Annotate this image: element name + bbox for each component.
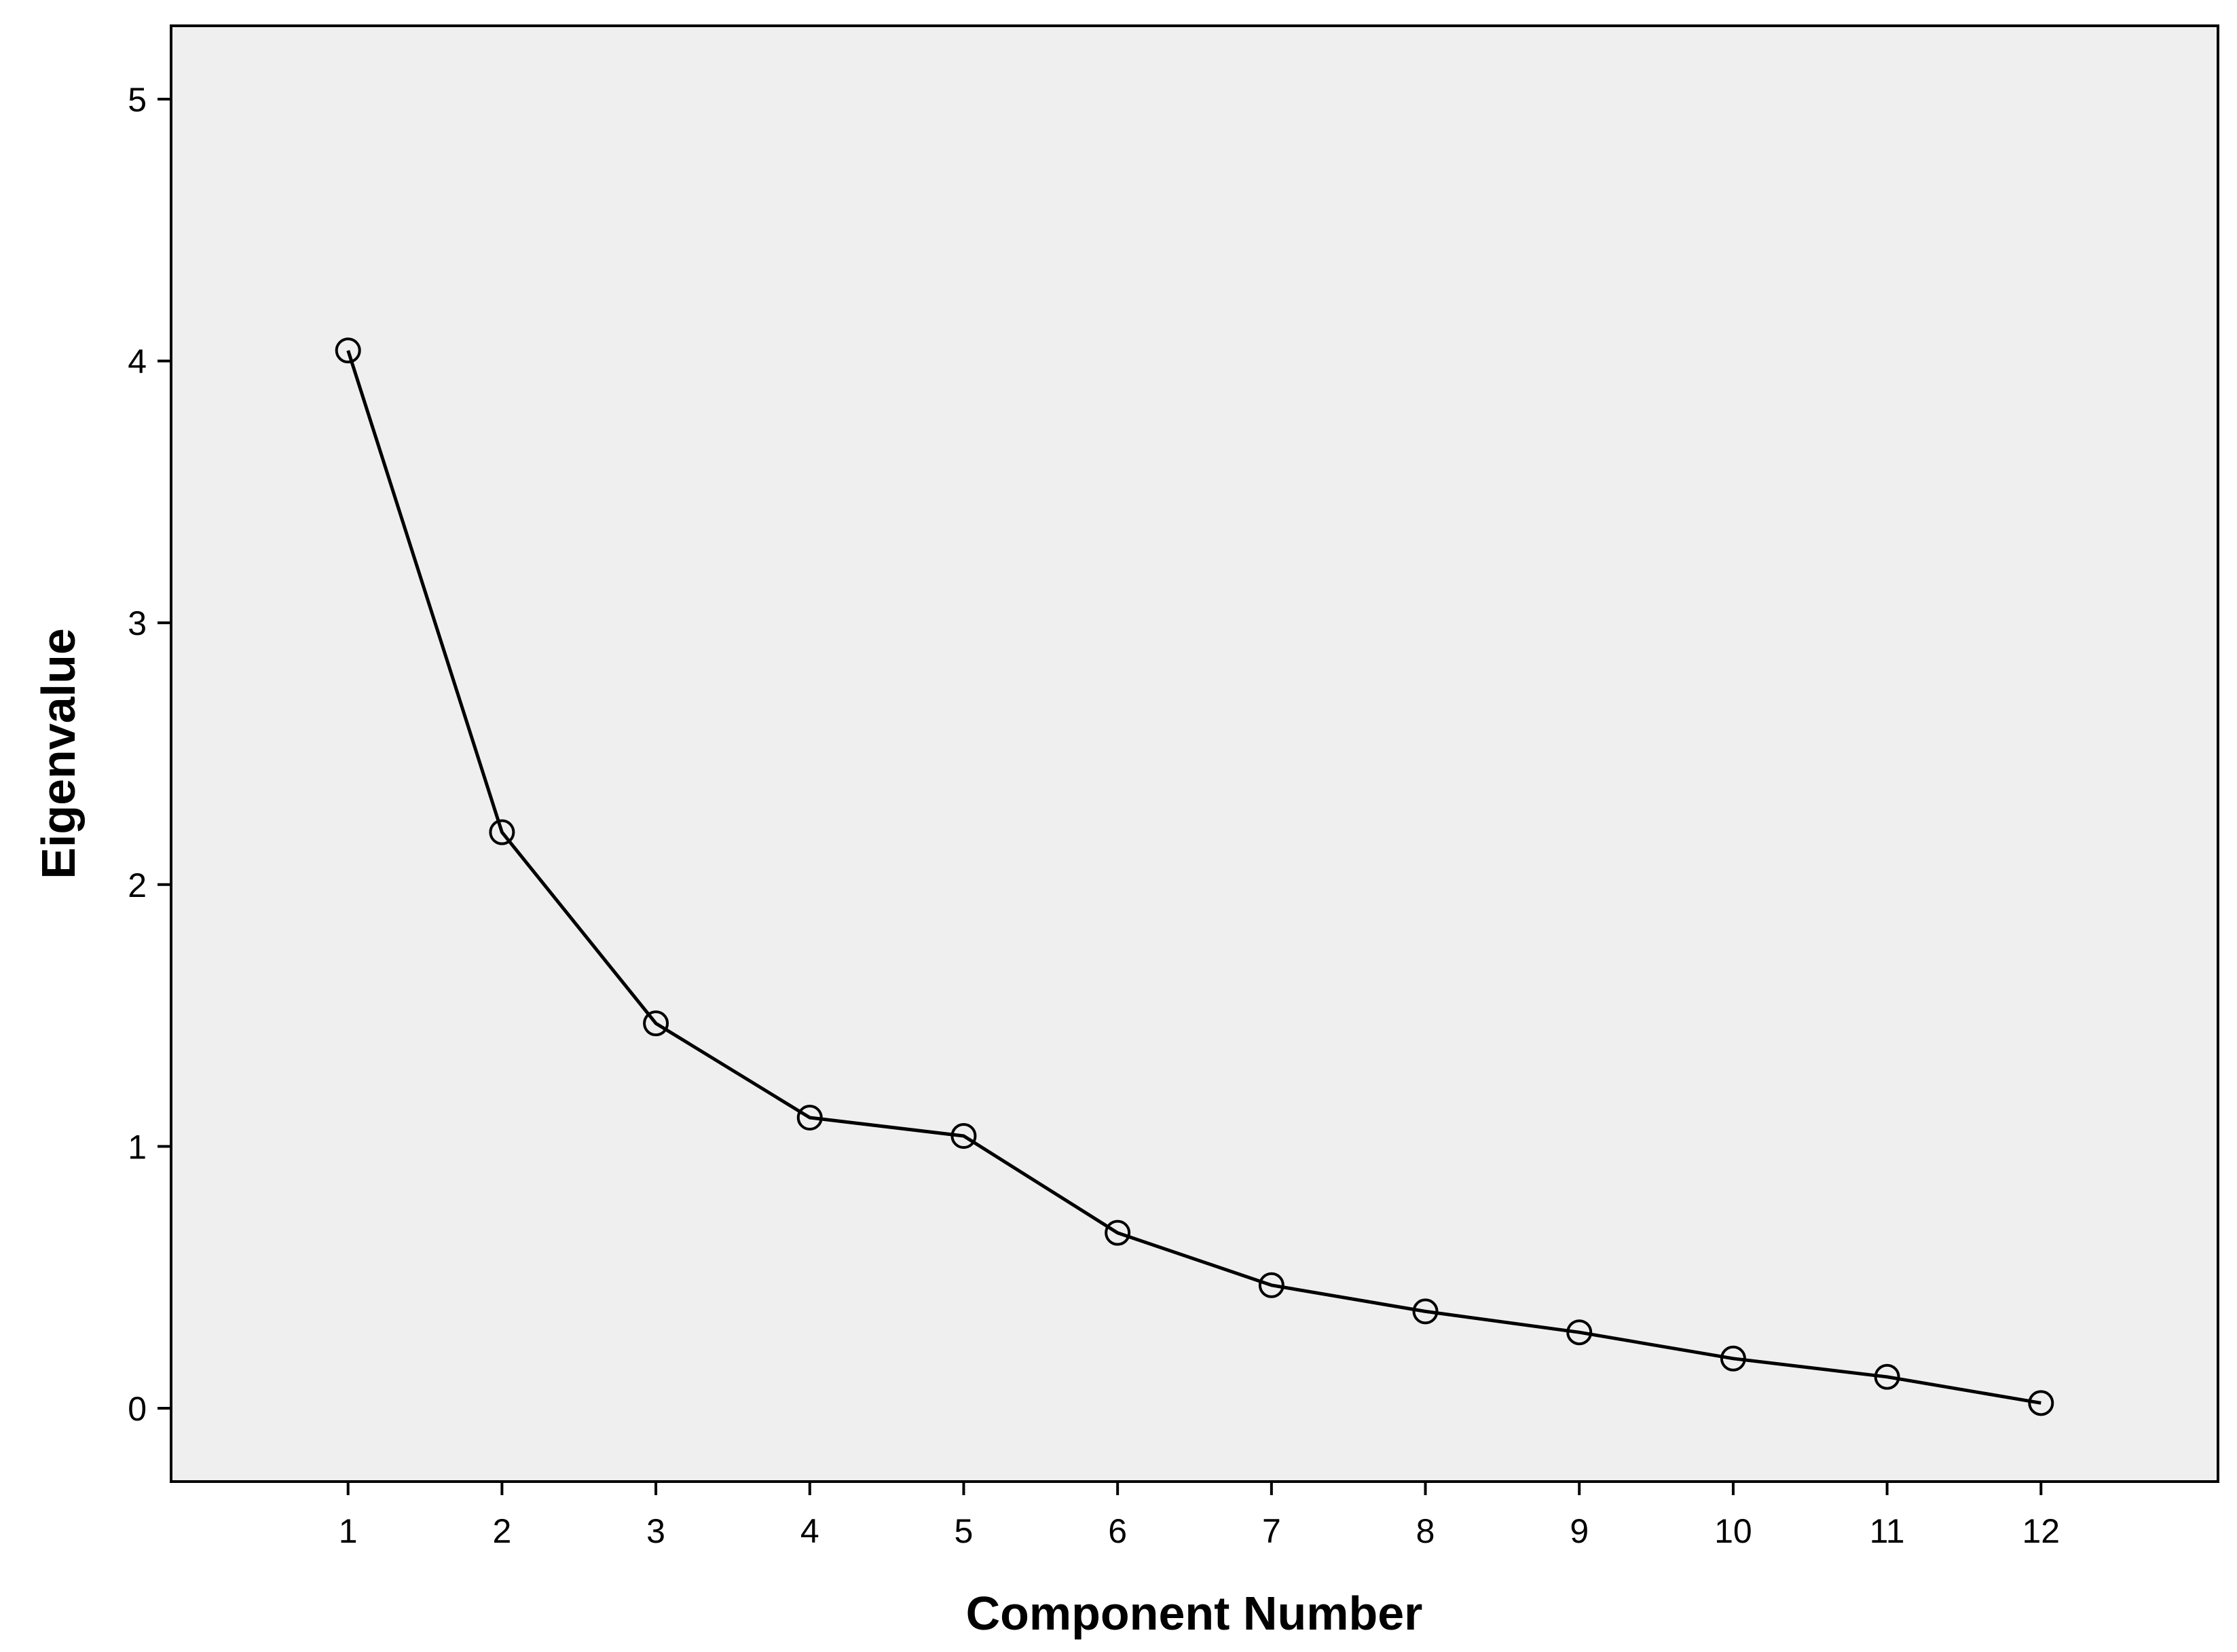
x-tick-label: 12 <box>2022 1512 2060 1550</box>
x-tick-label: 9 <box>1570 1512 1589 1550</box>
eigenvalue-line <box>346 350 2041 1405</box>
x-axis-title: Component Number <box>966 1587 1423 1640</box>
data-point <box>335 337 361 364</box>
y-axis: 0 1 2 3 4 5 <box>128 81 171 1428</box>
data-point <box>489 819 515 845</box>
y-tick-label: 3 <box>128 604 147 642</box>
data-point <box>796 1105 823 1131</box>
y-tick-label: 2 <box>128 866 147 904</box>
x-tick-label: 7 <box>1262 1512 1281 1550</box>
y-tick-label: 0 <box>128 1390 147 1428</box>
x-tick-label: 5 <box>955 1512 974 1550</box>
data-points <box>335 337 2054 1416</box>
y-tick-label: 1 <box>128 1128 147 1166</box>
data-point <box>1874 1363 1900 1390</box>
x-tick-label: 10 <box>1714 1512 1752 1550</box>
data-point <box>1105 1219 1131 1246</box>
x-axis: 1 2 3 4 5 6 7 8 9 10 11 12 <box>339 1482 2060 1550</box>
x-tick-label: 2 <box>492 1512 511 1550</box>
data-point <box>1412 1298 1439 1325</box>
y-axis-title: Eigenvalue <box>32 628 85 879</box>
x-tick-label: 8 <box>1416 1512 1435 1550</box>
x-tick-label: 4 <box>800 1512 819 1550</box>
x-tick-label: 6 <box>1108 1512 1127 1550</box>
data-point <box>1566 1319 1593 1346</box>
x-tick-label: 11 <box>1870 1512 1905 1550</box>
y-tick-label: 4 <box>128 343 147 381</box>
x-tick-label: 1 <box>339 1512 358 1550</box>
data-point <box>2028 1390 2054 1416</box>
x-tick-label: 3 <box>646 1512 665 1550</box>
data-point <box>1720 1345 1746 1372</box>
y-tick-label: 5 <box>128 81 147 119</box>
plot-area <box>170 24 2219 1483</box>
data-point <box>1258 1272 1284 1298</box>
data-point <box>950 1122 977 1149</box>
data-point <box>643 1010 669 1037</box>
